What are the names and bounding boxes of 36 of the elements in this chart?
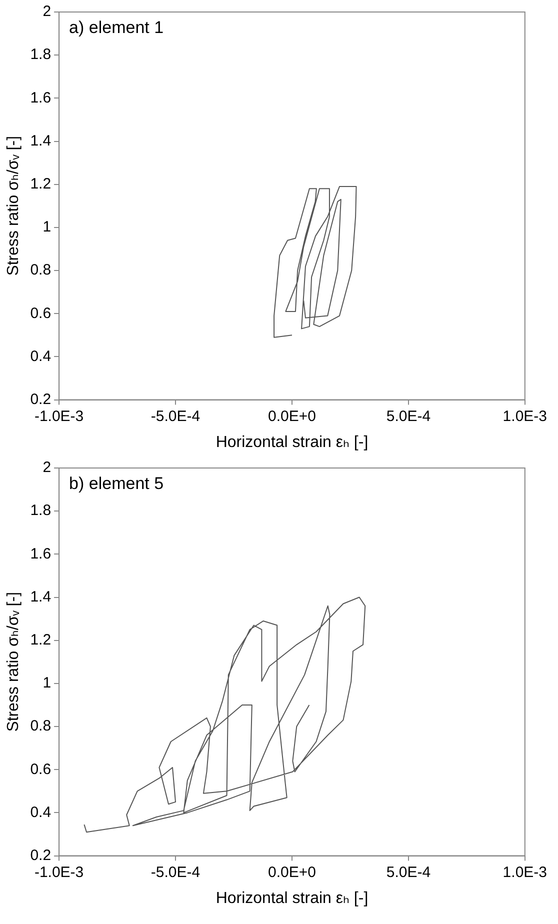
y-tick-label: 1.4 (30, 132, 52, 150)
x-tick-label: 5.0E-4 (386, 864, 431, 881)
x-tick-label: -1.0E-3 (34, 408, 84, 425)
y-tick-label: 1.2 (30, 631, 52, 648)
y-tick-label: 1 (42, 218, 52, 236)
y-axis-title: Stress ratio σₕ/σᵥ [-] (5, 592, 22, 732)
y-tick-label: 1.6 (30, 545, 52, 562)
x-tick-label: -5.0E-4 (150, 864, 200, 881)
x-tick-label: -1.0E-3 (34, 864, 84, 881)
x-tick-label: 5.0E-4 (386, 408, 431, 425)
y-tick-label: 0.8 (30, 262, 52, 279)
y-tick-label: 2 (42, 3, 52, 20)
y-tick-label: 0.8 (30, 718, 52, 735)
x-tick-label: -5.0E-4 (150, 408, 200, 425)
y-tick-label: 1.8 (30, 46, 52, 64)
y-tick-label: 1 (42, 674, 52, 692)
x-tick-label: 0.0E+0 (268, 408, 316, 425)
x-tick-label: 1.0E-3 (502, 864, 548, 881)
y-axis-title: Stress ratio σₕ/σᵥ [-] (5, 136, 22, 276)
y-tick-label: 1.8 (30, 502, 52, 520)
annotation: a) element 1 (69, 18, 164, 38)
y-tick-label: 0.2 (30, 846, 52, 864)
y-tick-label: 1.6 (30, 89, 52, 106)
y-tick-label: 1.2 (30, 175, 52, 192)
y-tick-label: 0.6 (30, 304, 52, 322)
x-axis-title: Horizontal strain εₕ [-] (216, 890, 368, 907)
annotation: b) element 5 (69, 474, 164, 494)
x-tick-label: 1.0E-3 (502, 408, 548, 425)
y-tick-label: 1.4 (30, 588, 52, 606)
y-tick-label: 0.4 (30, 348, 52, 365)
y-tick-label: 0.4 (30, 804, 52, 821)
x-tick-label: 0.0E+0 (268, 864, 316, 881)
y-tick-label: 2 (42, 459, 52, 476)
x-axis-title: Horizontal strain εₕ [-] (216, 434, 368, 451)
y-tick-label: 0.2 (30, 390, 52, 408)
y-tick-label: 0.6 (30, 760, 52, 778)
